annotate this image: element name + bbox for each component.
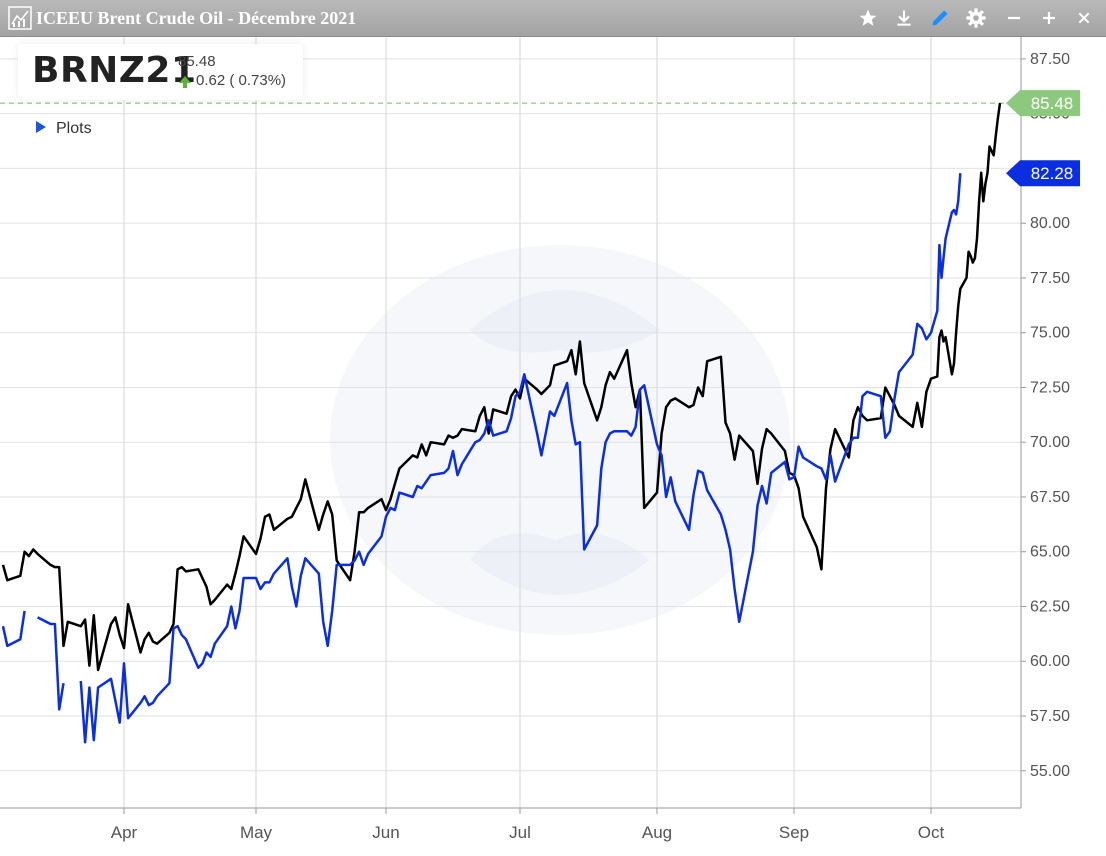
last-price: 85.48	[178, 53, 216, 70]
star-icon[interactable]	[857, 7, 879, 29]
x-tick-label: Jun	[372, 823, 399, 842]
y-tick-label: 55.00	[1030, 763, 1070, 780]
last-value-tag	[1006, 160, 1080, 187]
series-blue-line	[37, 616, 65, 711]
download-icon[interactable]	[893, 7, 915, 29]
x-tick-label: Oct	[918, 823, 945, 842]
window-titlebar: ICEEU Brent Crude Oil - Décembre 2021	[0, 0, 1106, 37]
last-value-label: 82.28	[1031, 164, 1074, 183]
watermark-logo	[330, 245, 790, 635]
series-blue-line	[79, 173, 962, 744]
y-axis: 55.00 57.50 60.00 62.50 65.00 67.50 70.00 72.50…	[1020, 37, 1070, 808]
x-tick-label: Apr	[111, 823, 138, 842]
window-title: ICEEU Brent Crude Oil - Décembre 2021	[36, 8, 357, 28]
y-tick-label: 70.00	[1030, 434, 1070, 451]
plots-label: Plots	[56, 120, 92, 137]
quote-panel: BRNZ21 85.48 0.62 ( 0.73%)	[18, 44, 303, 100]
series-black-line	[1, 102, 1002, 672]
chart-area[interactable]: 55.00 57.50 60.00 62.50 65.00 67.50 70.00 72.50…	[0, 37, 1106, 851]
pencil-icon[interactable]	[929, 7, 951, 29]
y-tick-label: 75.00	[1030, 325, 1070, 342]
symbol-label: BRNZ21	[32, 50, 197, 91]
y-tick-label: 87.50	[1030, 51, 1070, 68]
price-chart[interactable]: 55.00 57.50 60.00 62.50 65.00 67.50 70.00 72.50…	[0, 37, 1106, 851]
price-change: 0.62 ( 0.73%)	[196, 72, 287, 89]
gear-icon[interactable]	[965, 7, 987, 29]
y-tick-label: 57.50	[1030, 708, 1070, 725]
close-icon[interactable]	[1073, 7, 1095, 29]
x-tick-label: Sep	[779, 823, 809, 842]
up-arrow-icon	[178, 75, 192, 94]
y-tick-label: 67.50	[1030, 489, 1070, 506]
x-tick-label: Aug	[642, 823, 672, 842]
x-tick-label: May	[240, 823, 273, 842]
x-axis: Apr May Jun Jul Aug Sep Oct	[0, 807, 1021, 842]
y-tick-label: 65.00	[1030, 544, 1070, 561]
y-tick-label: 80.00	[1030, 215, 1070, 232]
maximize-icon[interactable]	[1038, 7, 1060, 29]
play-icon	[36, 120, 46, 133]
x-tick-label: Jul	[509, 823, 531, 842]
plots-toggle[interactable]: Plots	[36, 120, 92, 138]
y-tick-label: 72.50	[1030, 379, 1070, 396]
y-tick-label: 77.50	[1030, 270, 1070, 287]
minimize-icon[interactable]	[1003, 7, 1025, 29]
chart-app-icon	[8, 6, 32, 30]
y-tick-label: 62.50	[1030, 598, 1070, 615]
series-blue-line	[1, 610, 26, 648]
y-tick-label: 60.00	[1030, 653, 1070, 670]
last-value-label: 85.48	[1031, 94, 1074, 113]
last-value-tag	[1006, 90, 1080, 117]
